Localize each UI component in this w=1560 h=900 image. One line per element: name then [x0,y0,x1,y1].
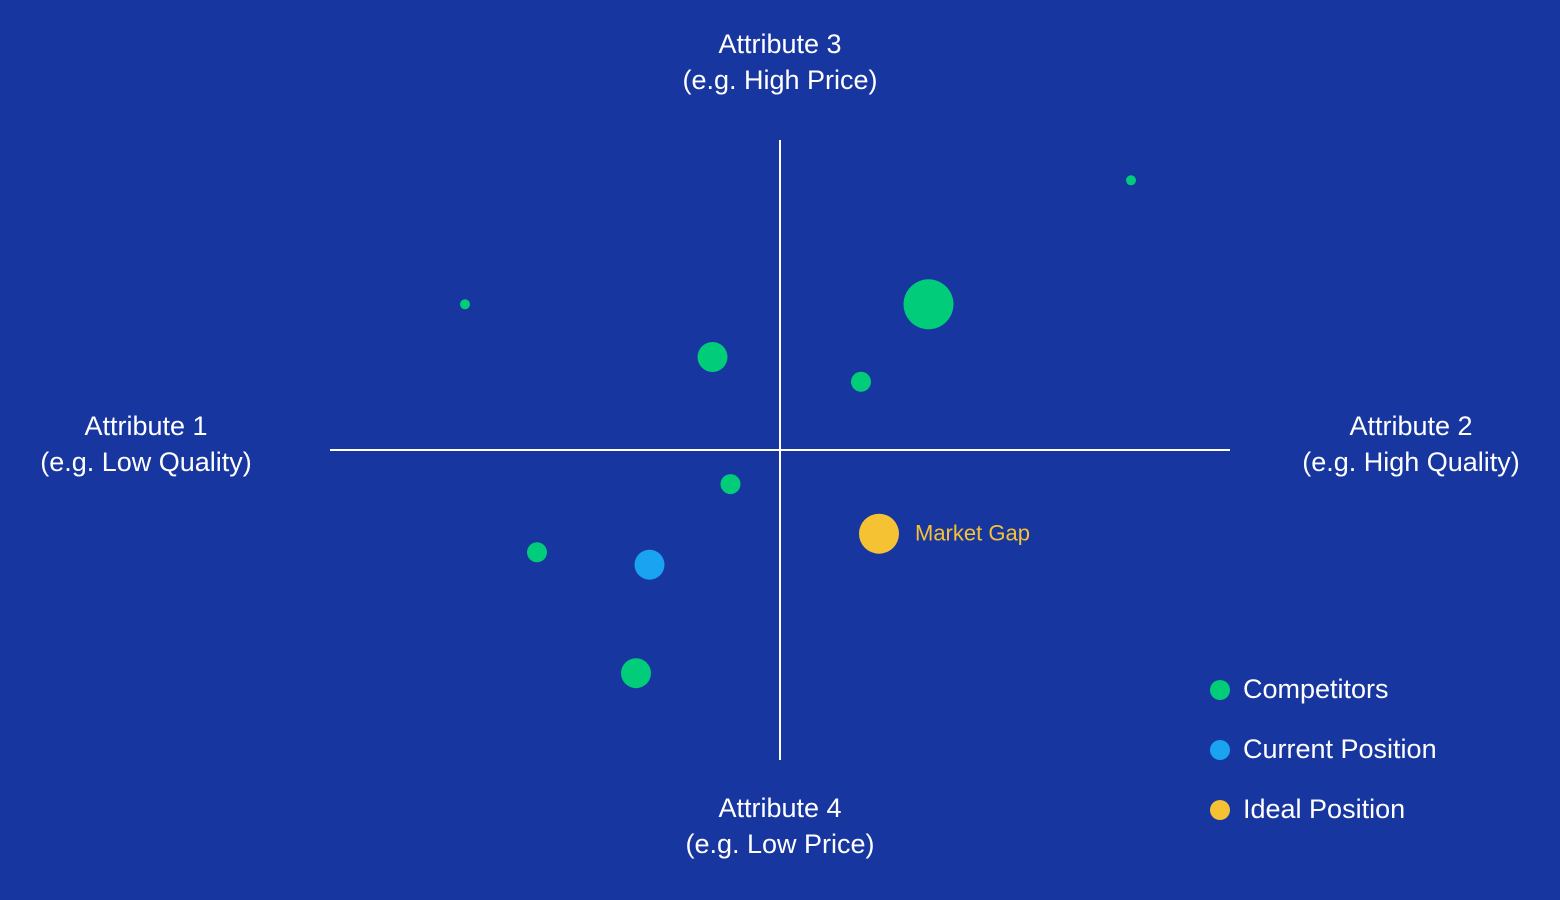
legend-marker [1210,680,1230,700]
legend-label: Competitors [1243,674,1389,704]
axis-label: Attribute 2 [1349,411,1472,441]
bubble [460,299,470,310]
axis-label: (e.g. Low Price) [685,829,874,859]
bubble [851,371,871,392]
axis-label: (e.g. High Quality) [1302,447,1520,477]
bubble [527,542,547,563]
axis-label: Attribute 1 [84,411,207,441]
bubble [903,279,954,330]
axis-label: Attribute 4 [718,793,841,823]
axis-label: (e.g. Low Quality) [40,447,252,477]
axis-label: (e.g. High Price) [682,65,877,95]
legend-label: Ideal Position [1243,794,1405,824]
bubble [634,549,665,580]
axis-label: Attribute 3 [718,29,841,59]
legend-marker [1210,800,1230,820]
legend-marker [1210,740,1230,760]
bubble [697,342,728,372]
bubble [1126,175,1136,186]
bubble [720,474,741,495]
bubble [859,513,899,554]
legend-label: Current Position [1243,734,1437,764]
bubble [621,658,651,689]
point-label: Market Gap [915,521,1030,546]
